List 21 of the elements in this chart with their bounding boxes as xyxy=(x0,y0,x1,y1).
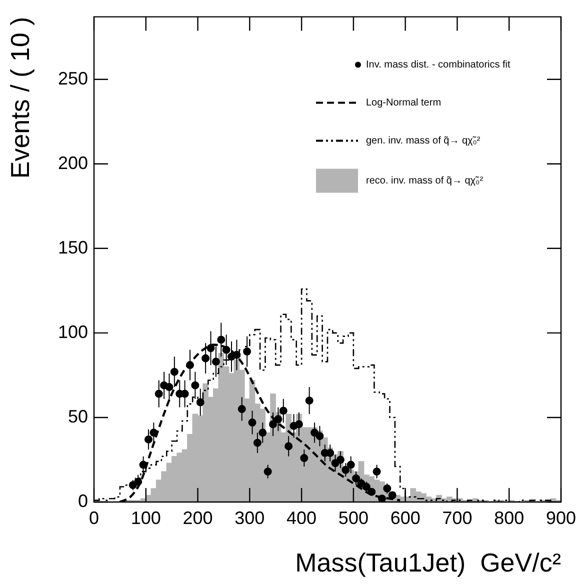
x-tick-label: 300 xyxy=(234,508,265,528)
x-tick-label: 800 xyxy=(494,508,524,528)
x-tick-label: 400 xyxy=(286,508,317,528)
x-tick-label: 700 xyxy=(442,508,472,528)
legend-label: gen. inv. mass of q̃→ qχ̃₀² xyxy=(366,136,481,147)
y-tick-label: 100 xyxy=(58,322,88,342)
y-tick-label: 200 xyxy=(58,152,88,173)
x-tick-label: 200 xyxy=(182,508,213,528)
y-tick-label: 0 xyxy=(78,490,88,511)
x-tick-label: 100 xyxy=(130,508,161,528)
y-axis-title: Events / ( 10 ) xyxy=(4,16,35,179)
legend-label: Inv. mass dist. - combinatorics fit xyxy=(366,60,511,71)
x-tick-label: 600 xyxy=(390,508,420,528)
y-tick-label: 150 xyxy=(58,237,88,258)
legend-label: Log-Normal term xyxy=(366,98,442,109)
x-tick-label: 900 xyxy=(546,508,576,528)
x-axis-title: Mass(Tau1Jet) GeV/c² xyxy=(295,548,562,578)
x-tick-label: 500 xyxy=(338,508,368,528)
y-tick-label: 250 xyxy=(58,68,88,88)
legend-label: reco. inv. mass of q̃→ qχ̃₀² xyxy=(366,176,484,187)
y-tick-label: 50 xyxy=(68,406,88,426)
